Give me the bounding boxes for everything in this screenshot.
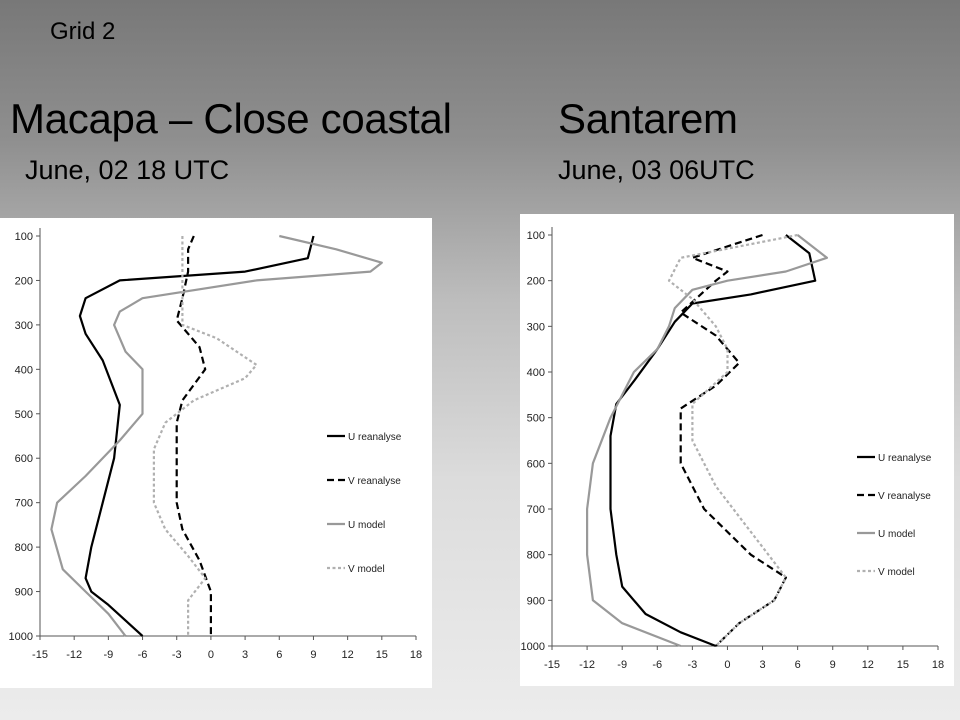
y-tick-label: 800 [527, 550, 545, 562]
legend-label: V reanalyse [348, 476, 401, 487]
right-chart-subtitle: June, 03 06UTC [558, 155, 755, 185]
right-profile-chart: 100 200 300 400 500 600 700 800 900 1000 -15 -12 -9 -… [521, 227, 944, 671]
legend-label: U reanalyse [348, 432, 402, 443]
legend-label: U model [878, 529, 915, 540]
series-line-v-model [152, 236, 258, 636]
series-line-u-model [586, 234, 828, 648]
legend-label: U model [348, 520, 385, 531]
x-tick-label: -15 [544, 659, 560, 671]
y-tick-label: 200 [15, 275, 33, 287]
x-tick-label: 15 [376, 649, 388, 661]
series-line-u-reanalyse [78, 235, 315, 637]
y-tick-label: 600 [15, 453, 33, 465]
y-tick-label: 700 [527, 504, 545, 516]
x-tick-label: -6 [652, 659, 662, 671]
x-tick-label: -12 [579, 659, 595, 671]
legend-label: V reanalyse [878, 491, 931, 502]
series-line-v-reanalyse [679, 233, 787, 647]
x-tick-label: 12 [862, 659, 874, 671]
y-tick-label: 100 [527, 230, 545, 242]
left-profile-chart: 100 200 300 400 500 600 700 800 900 1000 -15 -12 -9 -… [9, 228, 422, 661]
legend-label: V model [348, 564, 385, 575]
legend-label: V model [878, 567, 915, 578]
y-tick-label: 200 [527, 276, 545, 288]
x-tick-label: 3 [242, 649, 248, 661]
x-tick-label: 3 [759, 659, 765, 671]
y-tick-label: 900 [527, 595, 545, 607]
left-chart-title: Macapa – Close coastal [10, 95, 452, 142]
y-tick-label: 100 [15, 231, 33, 243]
x-tick-label: 18 [410, 649, 422, 661]
y-tick-label: 700 [15, 498, 33, 510]
x-tick-label: -6 [138, 649, 148, 661]
x-tick-label: 12 [342, 649, 354, 661]
y-tick-label: 1000 [9, 631, 33, 643]
y-tick-label: 500 [527, 413, 545, 425]
right-chart-title: Santarem [558, 95, 738, 142]
grid-label: Grid 2 [50, 18, 116, 45]
legend-label: U reanalyse [878, 453, 932, 464]
y-tick-label: 300 [15, 320, 33, 332]
x-tick-label: -3 [687, 659, 697, 671]
series-line-u-model [50, 234, 383, 637]
x-tick-label: -9 [103, 649, 113, 661]
series-line-v-reanalyse [175, 235, 212, 636]
x-tick-label: 6 [276, 649, 282, 661]
y-tick-label: 800 [15, 542, 33, 554]
x-tick-label: 6 [795, 659, 801, 671]
x-tick-label: -15 [32, 649, 48, 661]
x-tick-label: 0 [724, 659, 730, 671]
y-tick-label: 300 [527, 321, 545, 333]
x-tick-label: 9 [310, 649, 316, 661]
right-chart-panel: 100 200 300 400 500 600 700 800 900 1000 -15 -12 -9 -… [520, 214, 954, 686]
series-line-u-reanalyse [609, 234, 817, 648]
x-tick-label: -12 [66, 649, 82, 661]
x-tick-label: -9 [617, 659, 627, 671]
left-chart-subtitle: June, 02 18 UTC [25, 155, 230, 185]
y-tick-label: 500 [15, 409, 33, 421]
y-tick-label: 900 [15, 587, 33, 599]
y-tick-label: 1000 [521, 641, 545, 653]
x-tick-label: 15 [897, 659, 909, 671]
x-tick-label: 9 [830, 659, 836, 671]
series-line-v-model [667, 233, 798, 647]
left-chart-panel: 100 200 300 400 500 600 700 800 900 1000 -15 -12 -9 -… [0, 218, 432, 688]
x-tick-label: -3 [172, 649, 182, 661]
y-tick-label: 400 [527, 367, 545, 379]
y-tick-label: 400 [15, 364, 33, 376]
y-tick-label: 600 [527, 458, 545, 470]
x-tick-label: 18 [932, 659, 944, 671]
x-tick-label: 0 [208, 649, 214, 661]
